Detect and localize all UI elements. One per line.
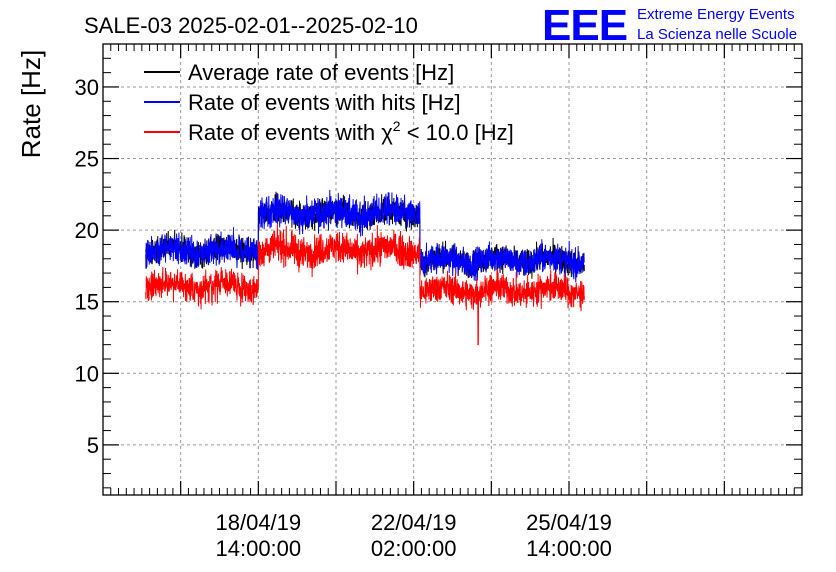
y-tick-label: 10	[75, 361, 99, 386]
y-axis-label: Rate [Hz]	[16, 50, 46, 158]
y-tick-label: 5	[87, 433, 99, 458]
legend-label: Rate of events with hits [Hz]	[188, 90, 461, 115]
axes: 5101520253018/04/1914:00:0022/04/1902:00…	[75, 43, 802, 561]
y-tick-label: 20	[75, 218, 99, 243]
x-tick-time-label: 14:00:00	[216, 536, 302, 561]
chart-title: SALE-03 2025-02-01--2025-02-10	[84, 13, 418, 38]
series-line-3	[145, 223, 585, 346]
legend-label: Rate of events with χ2 < 10.0 [Hz]	[188, 118, 514, 145]
eee-logo-mark: EEE	[542, 1, 627, 50]
legend: Average rate of events [Hz] Rate of event…	[144, 60, 514, 145]
legend-label: Average rate of events [Hz]	[188, 60, 454, 85]
x-tick-date-label: 25/04/19	[526, 510, 612, 535]
series-lines	[145, 190, 585, 346]
y-tick-label: 15	[75, 290, 99, 315]
logo-line-2: La Scienza nelle Scuole	[637, 26, 797, 43]
plot-frame	[102, 43, 803, 496]
eee-logo: EEE Extreme Energy Events La Scienza nel…	[542, 1, 797, 50]
x-tick-date-label: 18/04/19	[216, 510, 302, 535]
series-line-2	[145, 190, 585, 283]
y-tick-label: 30	[75, 75, 99, 100]
x-tick-date-label: 22/04/19	[371, 510, 457, 535]
x-tick-time-label: 02:00:00	[371, 536, 457, 561]
y-tick-label: 25	[75, 147, 99, 172]
x-tick-time-label: 14:00:00	[526, 536, 612, 561]
logo-line-1: Extreme Energy Events	[637, 6, 795, 23]
